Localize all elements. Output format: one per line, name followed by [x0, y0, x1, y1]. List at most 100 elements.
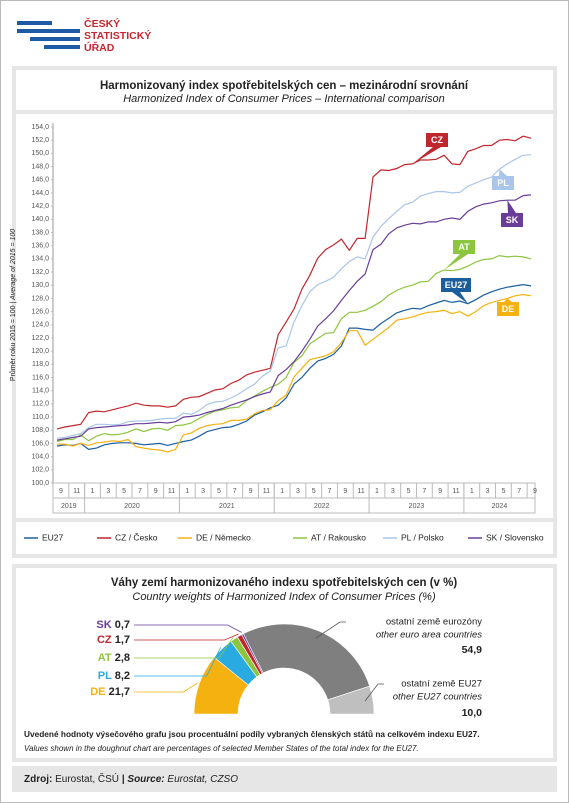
segment-name: CZ	[97, 634, 112, 646]
callout-label: AT	[458, 242, 470, 252]
footer-label: Source:	[127, 774, 164, 785]
segment-value: 2,8	[115, 652, 130, 664]
y-tick-label: 142,0	[31, 203, 49, 210]
chart-box	[16, 114, 553, 518]
x-tick-label: 11	[263, 488, 270, 495]
x-tick-label: 7	[233, 488, 237, 495]
segment-value: 0,7	[115, 619, 130, 631]
y-tick-label: 116,0	[32, 374, 49, 381]
callout-pointer	[412, 147, 441, 164]
segment-name: ostatní země EU27	[401, 679, 482, 690]
segment-name: PL	[98, 670, 112, 682]
note: Values shown in the doughnut chart are p…	[24, 744, 419, 753]
segment-label: DE 21,7	[90, 686, 130, 698]
leader-line	[364, 683, 384, 702]
y-tick-label: 110,0	[32, 414, 49, 421]
segment-name: DE	[90, 686, 105, 698]
chart-subtitle: Harmonized Index of Consumer Prices – In…	[123, 93, 445, 105]
segment-value: 21,7	[109, 686, 130, 698]
logo-bar	[30, 37, 80, 41]
leader-line	[134, 647, 221, 677]
callout-box	[453, 240, 475, 254]
x-tick-label: 11	[358, 488, 365, 495]
logo-text: ČESKÝ	[84, 17, 120, 30]
segment-name: ostatní země eurozóny	[386, 617, 482, 628]
x-tick-label: 9	[533, 488, 537, 495]
footer-label: Zdroj:	[24, 774, 52, 785]
x-tick-label: 5	[217, 488, 221, 495]
y-tick-label: 106,0	[31, 440, 49, 447]
weights-subtitle: Country weights of Harmonized Index of C…	[132, 591, 436, 603]
callout-box	[501, 213, 523, 227]
year-label: 2020	[124, 503, 140, 510]
y-tick-label: 154,0	[31, 124, 49, 131]
segment-value: 8,2	[115, 670, 130, 682]
x-tick-label: 1	[375, 488, 379, 495]
segment-name-en: other euro area countries	[376, 630, 482, 641]
x-tick-label: 3	[201, 488, 205, 495]
callout-pointer	[507, 200, 516, 213]
x-tick-label: 7	[517, 488, 521, 495]
y-tick-label: 136,0	[31, 243, 49, 250]
callout-pointer	[444, 254, 468, 271]
leader-line	[134, 624, 242, 633]
x-tick-label: 5	[407, 488, 411, 495]
segment-name-en: other EU27 countries	[393, 692, 482, 703]
x-tick-label: 1	[280, 488, 284, 495]
legend-label: EU27	[42, 532, 64, 542]
year-label: 2023	[409, 503, 425, 510]
x-tick-label: 9	[154, 488, 158, 495]
note: Uvedené hodnoty výsečového grafu jsou pr…	[24, 729, 480, 739]
callout-label: SK	[506, 215, 519, 225]
x-tick-label: 9	[249, 488, 253, 495]
x-tick-label: 1	[91, 488, 95, 495]
footer-box	[12, 766, 557, 792]
series-line	[56, 135, 532, 430]
segment-value: 1,7	[115, 634, 130, 646]
segment-label: CZ 1,7	[97, 634, 130, 646]
logo-text: STATISTICKÝ	[84, 29, 151, 42]
legend-label: AT / Rakousko	[311, 532, 366, 542]
x-tick-label: 9	[343, 488, 347, 495]
segment-label: PL 8,2	[98, 670, 130, 682]
y-tick-label: 122,0	[31, 335, 49, 342]
y-tick-label: 152,0	[31, 137, 49, 144]
year-label: 2019	[61, 503, 77, 510]
footer-text: Eurostat, CZSO	[167, 774, 238, 785]
callout-box	[497, 302, 519, 316]
logo-text: ÚŘAD	[84, 41, 115, 54]
series-line	[56, 154, 532, 439]
legend-label: SK / Slovensko	[486, 532, 544, 542]
y-tick-label: 108,0	[31, 427, 49, 434]
y-tick-label: 126,0	[31, 308, 49, 315]
callout-box	[426, 133, 448, 147]
segment-name: AT	[98, 652, 112, 664]
series-line	[56, 283, 532, 451]
y-tick-label: 104,0	[31, 453, 49, 460]
callout-pointer	[504, 298, 512, 302]
y-tick-label: 118,0	[32, 361, 49, 368]
segment-label: SK 0,7	[96, 619, 130, 631]
logo: ČESKÝ STATISTICKÝ ÚŘAD	[17, 17, 151, 54]
callout-pointer	[452, 292, 468, 304]
y-tick-label: 140,0	[31, 216, 49, 223]
y-tick-label: 144,0	[31, 190, 49, 197]
y-tick-label: 124,0	[31, 322, 49, 329]
y-axis-label: Průměr roku 2015 = 100 | Average of 2015…	[9, 229, 17, 381]
y-tick-label: 148,0	[31, 163, 49, 170]
footer-sep: |	[122, 774, 125, 785]
series-line	[57, 293, 532, 453]
x-tick-label: 1	[470, 488, 474, 495]
footer-text: Eurostat, ČSÚ	[55, 772, 119, 785]
callout-pointer	[499, 169, 507, 176]
x-tick-label: 11	[168, 488, 175, 495]
doughnut-segment	[327, 685, 375, 715]
logo-bar	[44, 45, 80, 49]
y-axis-label-sep: |	[10, 302, 17, 304]
callout-box	[441, 278, 471, 292]
callout-label: CZ	[431, 135, 443, 145]
callout-box	[492, 176, 514, 190]
footer: Zdroj: Eurostat, ČSÚ | Source: Eurostat,…	[24, 772, 238, 785]
x-tick-label: 3	[486, 488, 490, 495]
